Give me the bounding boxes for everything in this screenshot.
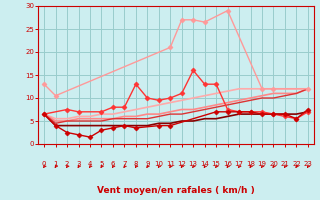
X-axis label: Vent moyen/en rafales ( km/h ): Vent moyen/en rafales ( km/h ) (97, 186, 255, 195)
